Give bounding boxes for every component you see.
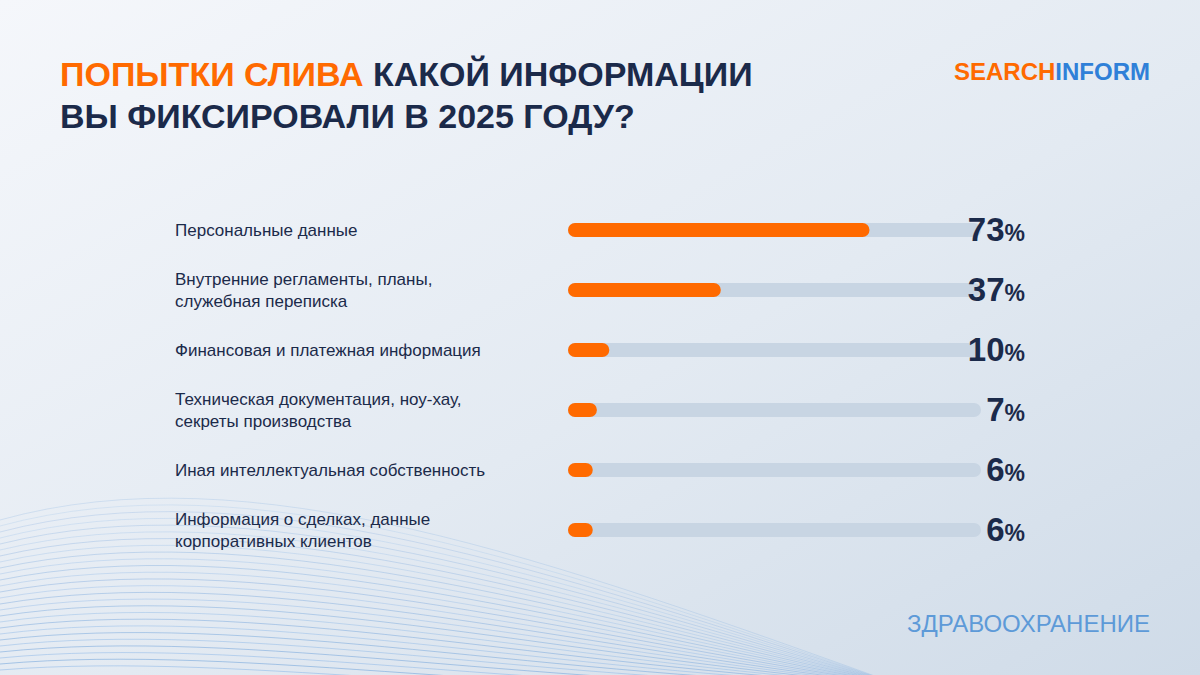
wave-line	[0, 552, 900, 675]
data-label: 6%	[986, 451, 1025, 488]
wave-line	[0, 619, 900, 675]
bar-track	[568, 463, 981, 477]
data-label: 10%	[968, 331, 1025, 368]
wave-line	[0, 559, 900, 675]
category-labels: Персональные данные Внутренние регламенты…	[175, 221, 485, 551]
data-labels: 73% 37% 10% 7% 6% 6%	[968, 211, 1025, 548]
tracks	[568, 223, 981, 537]
bar	[568, 283, 721, 297]
category-label: Техническая документация, ноу-хау,секрет…	[175, 390, 462, 431]
data-label: 7%	[986, 391, 1025, 428]
bar-track	[568, 283, 981, 297]
category-label: Иная интеллектуальная собственность	[175, 461, 485, 480]
category-label: Финансовая и платежная информация	[175, 341, 481, 360]
category-label: Информация о сделках, данныекорпоративны…	[175, 510, 430, 551]
wave-line	[0, 633, 900, 675]
bar-track	[568, 343, 981, 357]
wave-line	[0, 539, 900, 675]
bar-track	[568, 523, 981, 537]
wave-line	[0, 579, 900, 675]
footer-label: ЗДРАВООХРАНЕНИЕ	[907, 610, 1150, 637]
wave-line	[0, 626, 900, 675]
wave-line	[0, 666, 900, 675]
bar	[568, 463, 593, 477]
wave-line	[0, 599, 900, 675]
wave-line	[0, 653, 900, 675]
wave-line	[0, 532, 900, 675]
wave-line	[0, 586, 900, 675]
wave-line	[0, 606, 900, 675]
title: ПОПЫТКИ СЛИВА КАКОЙ ИНФОРМАЦИИВЫ ФИКСИРО…	[60, 55, 753, 135]
wave-line	[0, 639, 900, 675]
wave-line	[0, 659, 900, 675]
data-label: 73%	[968, 211, 1025, 248]
bar	[568, 403, 597, 417]
bar	[568, 223, 869, 237]
bar	[568, 343, 609, 357]
wave-line	[0, 545, 900, 675]
bar	[568, 523, 593, 537]
bar-track	[568, 403, 981, 417]
background	[0, 0, 1200, 675]
bar-track	[568, 223, 981, 237]
category-label: Внутренние регламенты, планы,служебная п…	[175, 270, 432, 311]
category-label: Персональные данные	[175, 221, 358, 240]
data-label: 37%	[968, 271, 1025, 308]
wave-line	[0, 565, 900, 675]
chart: ПОПЫТКИ СЛИВА КАКОЙ ИНФОРМАЦИИВЫ ФИКСИРО…	[0, 0, 1200, 675]
bars	[568, 223, 869, 537]
brand-logo: SEARCHINFORM	[954, 58, 1150, 85]
wave-line	[0, 592, 900, 675]
wave-line	[0, 518, 900, 675]
data-label: 6%	[986, 511, 1025, 548]
